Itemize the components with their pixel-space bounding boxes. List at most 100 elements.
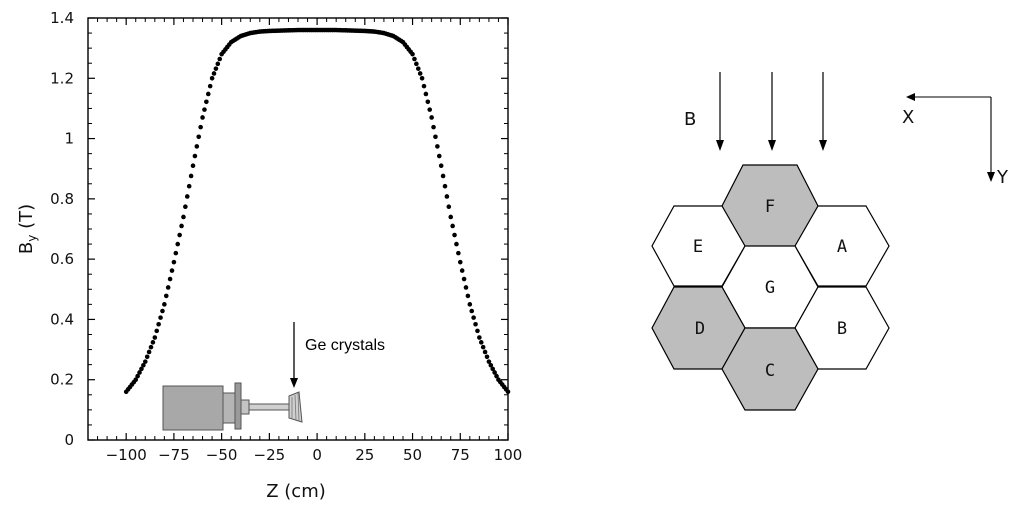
- data-point: [482, 349, 488, 355]
- x-tick-label: −100: [106, 446, 147, 464]
- data-point: [494, 373, 499, 379]
- data-point: [209, 75, 215, 81]
- data-point: [162, 302, 167, 307]
- data-point: [186, 183, 192, 189]
- data-point: [165, 285, 171, 290]
- ge-crystals-arrowhead: [290, 378, 298, 388]
- crystal-G-label: G: [765, 278, 775, 298]
- data-point: [169, 268, 175, 273]
- x-ticks: −100 −75 −50 −25 0 25 50 75 100: [87, 18, 523, 464]
- crystal-D-label: D: [695, 319, 705, 339]
- data-point: [150, 340, 156, 345]
- field-profile-chart: 0 0.2 0.4 0.6 0.8 1 1.2 1.4 −100 −75 −50 −25 0 25 50 7…: [16, 9, 522, 502]
- data-point: [211, 71, 217, 76]
- data-point: [465, 293, 471, 299]
- x-tick-label: −50: [206, 446, 238, 464]
- data-point: [436, 153, 442, 159]
- data-point: [423, 91, 429, 97]
- data-point: [158, 315, 163, 320]
- crystal-C-label: C: [765, 361, 775, 381]
- axis-x-label: X: [902, 107, 914, 128]
- data-point: [469, 308, 475, 314]
- data-point: [425, 99, 431, 105]
- data-point: [152, 335, 158, 340]
- data-point: [446, 204, 452, 209]
- y-tick-label: 0.2: [50, 371, 74, 389]
- x-tick-label: 25: [355, 446, 374, 464]
- crystal-B-label: B: [837, 319, 847, 339]
- data-point: [142, 359, 148, 364]
- data-point: [480, 344, 486, 350]
- crystal-C: C: [721, 327, 819, 411]
- crystal-F-label: F: [765, 197, 775, 217]
- data-point: [473, 321, 478, 327]
- data-point: [421, 83, 427, 89]
- data-point: [146, 349, 152, 355]
- svg-text:By (T): By (T): [16, 204, 39, 254]
- data-point: [194, 144, 200, 149]
- data-point: [202, 107, 207, 112]
- y-axis-title-main: B: [16, 242, 37, 254]
- plot-frame: [87, 17, 509, 441]
- data-point: [477, 335, 482, 340]
- field-arrow-1: [716, 72, 724, 151]
- data-point: [183, 204, 188, 209]
- axis-y-label: Y: [996, 167, 1009, 188]
- y-tick-label: 1.2: [50, 69, 74, 87]
- crystal-C-hex: [721, 327, 819, 411]
- data-point: [488, 362, 494, 368]
- data-point: [454, 241, 459, 247]
- data-point: [215, 61, 221, 67]
- field-label: B: [684, 109, 696, 130]
- data-point: [175, 241, 181, 247]
- x-tick-label: 0: [312, 446, 322, 464]
- data-point: [414, 61, 419, 67]
- y-tick-label: 0.6: [50, 250, 74, 268]
- data-point: [484, 354, 490, 360]
- data-point: [419, 75, 425, 81]
- data-point: [173, 250, 179, 256]
- data-point: [417, 71, 423, 76]
- data-point: [160, 308, 165, 314]
- x-tick-label: 75: [451, 446, 470, 464]
- data-point: [461, 276, 467, 282]
- data-point: [463, 285, 469, 290]
- data-point: [471, 315, 476, 320]
- coordinate-axes: X Y: [902, 93, 1009, 188]
- detector-sketch: [162, 382, 303, 431]
- field-arrow-3: [819, 72, 827, 151]
- data-point: [167, 276, 173, 282]
- crystal-arrangement-diagram: B X Y F E: [651, 72, 1009, 411]
- x-tick-label: 100: [494, 446, 523, 464]
- data-point: [188, 173, 194, 179]
- data-point: [456, 250, 461, 256]
- data-point: [429, 115, 434, 120]
- data-point: [137, 370, 142, 375]
- data-point: [141, 362, 146, 368]
- y-tick-label: 0.4: [50, 310, 74, 328]
- y-tick-label: 0.8: [50, 190, 74, 208]
- crystal-A-label: A: [837, 237, 847, 257]
- data-point: [139, 366, 144, 372]
- data-point: [444, 194, 450, 199]
- data-point: [410, 51, 415, 57]
- y-ticks: 0 0.2 0.4 0.6 0.8 1 1.2 1.4: [50, 9, 508, 449]
- data-point: [133, 377, 139, 383]
- y-axis-title-unit: (T): [16, 204, 37, 235]
- data-point: [204, 99, 209, 105]
- data-point: [450, 223, 455, 229]
- data-point: [442, 183, 448, 189]
- data-point: [135, 373, 140, 379]
- data-point: [467, 302, 473, 307]
- data-point: [452, 232, 457, 238]
- data-point: [181, 214, 186, 220]
- x-tick-label: −25: [254, 446, 286, 464]
- data-point: [438, 163, 444, 168]
- data-point: [190, 163, 196, 168]
- y-axis-title-sub: y: [25, 235, 39, 242]
- data-point: [156, 321, 161, 327]
- data-point: [163, 293, 169, 299]
- y-axis-title: By (T): [16, 204, 39, 254]
- data-point: [457, 259, 463, 265]
- data-point: [205, 91, 211, 97]
